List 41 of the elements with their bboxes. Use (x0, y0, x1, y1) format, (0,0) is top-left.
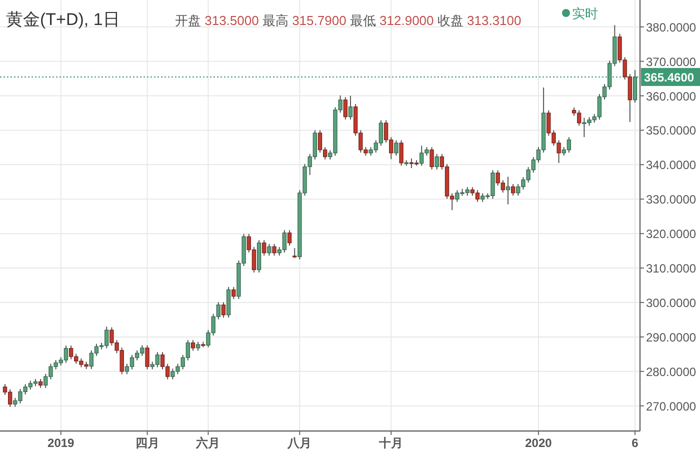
candlestick (145, 344, 150, 370)
candlestick (434, 154, 439, 170)
candlestick (632, 69, 638, 104)
candlestick (287, 230, 292, 246)
y-tick-label: 370.0000 (646, 54, 696, 69)
candlestick (399, 140, 404, 166)
y-tick-label: 310.0000 (646, 262, 696, 276)
x-tick-label: 十月 (378, 436, 404, 450)
x-tick-label: 2020 (525, 436, 552, 450)
y-tick-label: 350.0000 (646, 124, 696, 138)
x-tick-label: 2019 (48, 436, 75, 450)
candlestick (190, 340, 196, 352)
y-tick-label: 340.0000 (646, 158, 696, 172)
candlestick (232, 286, 236, 300)
candlestick (343, 96, 348, 120)
x-tick-label: 6 (632, 436, 639, 450)
y-tick-label: 280.0000 (646, 364, 696, 379)
y-tick-label: 270.0000 (646, 399, 696, 414)
candlestick (510, 183, 516, 196)
annotation: 实时 (572, 6, 598, 21)
y-tick-label: 320.0000 (646, 227, 696, 242)
candlestick (272, 243, 276, 256)
candlestick (348, 95, 353, 120)
candlestick (221, 302, 226, 318)
x-tick-label: 八月 (286, 436, 312, 450)
candlestick (267, 243, 272, 256)
y-tick-label: 380.0000 (646, 20, 696, 34)
candlestick (394, 140, 398, 156)
x-tick-label: 六月 (195, 436, 220, 450)
candlestick (506, 176, 510, 205)
y-tick-label: 360.0000 (646, 89, 696, 104)
y-tick-label: 290.0000 (646, 330, 696, 344)
ref-line-label: 365.4600 (644, 70, 694, 84)
text: 开盘 313.5000 最高 315.7900 最低 312.9000 收盘 313.3100 (175, 13, 522, 28)
x-tick-label: 四月 (135, 436, 160, 450)
candlestick (430, 146, 434, 170)
y-tick-label: 330.0000 (646, 192, 696, 207)
text: 黄金(T+D), 1日 (6, 10, 120, 29)
candlestick (262, 240, 266, 256)
candlestick (292, 248, 297, 259)
y-tick-label: 300.0000 (646, 296, 696, 310)
